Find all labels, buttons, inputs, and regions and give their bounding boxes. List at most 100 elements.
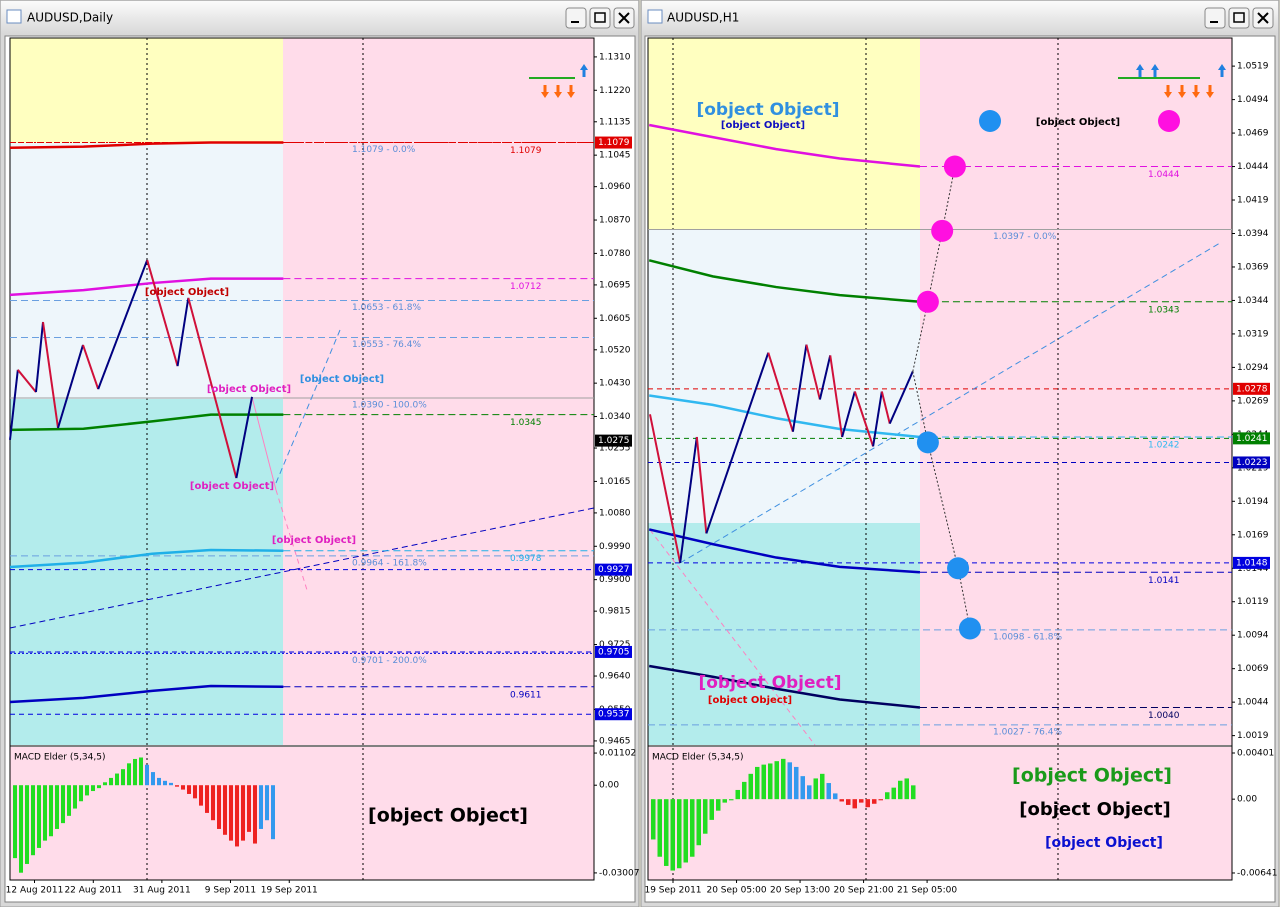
price-mark-label: 1.0241 bbox=[1236, 434, 1268, 444]
close-icon bbox=[618, 12, 630, 24]
price-mark-box bbox=[595, 136, 632, 149]
macd-bar bbox=[807, 785, 812, 800]
moving-average bbox=[9, 548, 284, 569]
macd-bar bbox=[109, 777, 113, 786]
macd-tick-label: -0.03007 bbox=[599, 868, 639, 878]
macd-bar bbox=[826, 783, 831, 800]
price-mark-label: 0.9927 bbox=[598, 565, 630, 575]
price-mark-box bbox=[1233, 556, 1270, 569]
price-mark-label: 0.9537 bbox=[598, 710, 630, 720]
price-segment bbox=[97, 259, 149, 390]
moving-average bbox=[9, 141, 284, 149]
macd-bar bbox=[241, 785, 245, 841]
y-tick-label: 1.0469 bbox=[1237, 129, 1269, 139]
macd-bar bbox=[211, 785, 215, 821]
window-title: AUDUSD,Daily bbox=[27, 11, 113, 25]
y-tick-label: 1.0019 bbox=[1237, 731, 1269, 741]
moving-average bbox=[9, 277, 284, 297]
macd-bar bbox=[193, 785, 197, 799]
macd-bar bbox=[911, 785, 916, 800]
macd-bar bbox=[651, 799, 656, 840]
maximize-button[interactable] bbox=[1228, 7, 1250, 29]
moving-average bbox=[649, 394, 921, 439]
y-tick-label: 1.1045 bbox=[599, 151, 631, 161]
price-segment bbox=[767, 352, 794, 432]
macd-bar bbox=[205, 785, 209, 813]
macd-title: MACD Elder (5,34,5) bbox=[14, 753, 106, 763]
annotation: [object Object] bbox=[1045, 835, 1163, 851]
macd-bar bbox=[683, 799, 688, 863]
macd-bar bbox=[761, 764, 766, 800]
macd-bar bbox=[151, 772, 155, 786]
y-tick-label: 1.0119 bbox=[1237, 597, 1269, 607]
macd-bar bbox=[235, 785, 239, 847]
macd-tick-label: 0.01102 bbox=[599, 749, 636, 759]
macd-bar bbox=[852, 799, 857, 809]
arrow-up-icon bbox=[580, 64, 588, 77]
fib-level-label: 1.0397 - 0.0% bbox=[993, 232, 1057, 242]
macd-bar bbox=[839, 799, 844, 802]
macd-bar bbox=[800, 776, 805, 800]
fib-level-label: 1.0098 - 61.8% bbox=[993, 632, 1062, 642]
plot-border bbox=[647, 37, 1233, 881]
macd-bar bbox=[31, 785, 35, 856]
price-mark-label: 1.0148 bbox=[1236, 558, 1268, 568]
y-tick-label: 1.0394 bbox=[1237, 229, 1269, 239]
macd-bar bbox=[175, 785, 179, 787]
price-mark-box bbox=[1233, 432, 1270, 445]
close-icon bbox=[1257, 12, 1269, 24]
fib-level-label: 1.1079 - 0.0% bbox=[352, 145, 416, 155]
macd-bar bbox=[865, 799, 870, 808]
minimize-button[interactable] bbox=[565, 7, 587, 29]
plot-border bbox=[9, 37, 595, 881]
macd-bar bbox=[181, 785, 185, 790]
moving-average bbox=[648, 259, 921, 304]
macd-bar bbox=[904, 778, 909, 800]
y-tick-label: 0.9815 bbox=[599, 607, 631, 617]
annotation: [object Object] bbox=[1019, 799, 1170, 820]
annotation: [object Object] bbox=[1036, 117, 1120, 128]
y-tick-label: 1.0519 bbox=[1237, 62, 1269, 72]
x-tick-label: 9 Sep 2011 bbox=[205, 886, 256, 896]
fib-level-label: 1.0390 - 100.0% bbox=[352, 400, 427, 410]
macd-bar bbox=[898, 780, 903, 800]
price-segment bbox=[146, 259, 179, 367]
price-segment bbox=[705, 352, 770, 534]
window-buttons[interactable] bbox=[565, 7, 635, 29]
macd-bar bbox=[85, 785, 89, 796]
macd-bar bbox=[716, 799, 721, 811]
macd-bar bbox=[121, 769, 125, 786]
y-tick-label: 0.9640 bbox=[599, 672, 631, 682]
title-bar bbox=[1, 1, 638, 33]
y-tick-label: 1.0419 bbox=[1237, 196, 1269, 206]
macd-bar bbox=[735, 789, 740, 800]
annotation: [object Object] bbox=[698, 673, 841, 693]
price-segment bbox=[791, 344, 808, 432]
minimize-button[interactable] bbox=[1204, 7, 1226, 29]
level-dot bbox=[943, 155, 966, 178]
y-tick-label: 0.9990 bbox=[599, 542, 631, 552]
projection-path bbox=[912, 166, 956, 372]
macd-bar bbox=[677, 799, 682, 869]
maximize-button[interactable] bbox=[589, 7, 611, 29]
y-tick-label: 1.1135 bbox=[599, 117, 631, 127]
price-segment bbox=[187, 297, 238, 479]
x-tick-label: 20 Sep 21:00 bbox=[834, 886, 894, 896]
annotation: [object Object] bbox=[190, 481, 274, 492]
macd-bar bbox=[73, 785, 77, 809]
y-tick-label: 0.9900 bbox=[599, 575, 631, 585]
macd-bar bbox=[55, 785, 59, 829]
macd-bar bbox=[696, 799, 701, 846]
x-tick-label: 20 Sep 05:00 bbox=[706, 886, 766, 896]
annotation: [object Object] bbox=[721, 120, 805, 131]
annotation: [object Object] bbox=[207, 384, 291, 395]
price-segment bbox=[679, 436, 698, 564]
window-buttons[interactable] bbox=[1204, 7, 1274, 29]
macd-tick-label: 0.00 bbox=[1237, 795, 1257, 805]
macd-tick-label: 0.00401 bbox=[1237, 748, 1274, 758]
ma-level-label: 1.0040 bbox=[1148, 711, 1180, 721]
ma-level-label: 0.9978 bbox=[510, 554, 542, 564]
price-segment bbox=[888, 371, 914, 425]
moving-average bbox=[648, 123, 921, 168]
price-segment bbox=[805, 344, 821, 400]
